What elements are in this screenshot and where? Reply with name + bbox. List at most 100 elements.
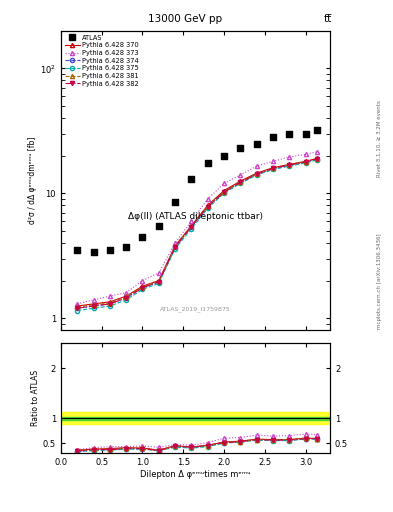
Pythia 6.428 370: [140, 283, 145, 289]
Text: tt̅: tt̅: [324, 14, 332, 24]
Pythia 6.428 375: [140, 286, 145, 292]
Pythia 6.428 374: [206, 204, 210, 210]
Pythia 6.428 381: [315, 156, 320, 162]
Pythia 6.428 374: [303, 159, 308, 165]
Point: [90, 248, 97, 256]
Pythia 6.428 373: [206, 196, 210, 202]
Pythia 6.428 370: [124, 293, 129, 299]
Pythia 6.428 382: [156, 279, 161, 285]
Pythia 6.428 373: [124, 290, 129, 296]
Pythia 6.428 374: [75, 305, 80, 311]
Point: [172, 198, 178, 206]
Pythia 6.428 370: [75, 303, 80, 309]
Point: [237, 144, 244, 152]
Pythia 6.428 381: [287, 162, 292, 168]
Pythia 6.428 374: [287, 162, 292, 168]
Pythia 6.428 373: [287, 154, 292, 160]
Pythia 6.428 370: [222, 187, 226, 194]
Pythia 6.428 382: [173, 244, 178, 250]
Pythia 6.428 374: [124, 295, 129, 301]
Pythia 6.428 370: [315, 155, 320, 161]
Text: 13000 GeV pp: 13000 GeV pp: [148, 14, 222, 24]
Pythia 6.428 370: [254, 170, 259, 176]
Point: [286, 130, 292, 138]
Pythia 6.428 373: [108, 293, 112, 299]
Pythia 6.428 375: [303, 160, 308, 166]
Pythia 6.428 381: [238, 179, 243, 185]
Pythia 6.428 381: [206, 203, 210, 209]
Pythia 6.428 370: [91, 301, 96, 307]
Pythia 6.428 375: [254, 172, 259, 178]
Pythia 6.428 382: [189, 224, 194, 230]
Pythia 6.428 373: [303, 151, 308, 157]
Pythia 6.428 381: [222, 188, 226, 195]
Pythia 6.428 373: [254, 163, 259, 169]
Line: Pythia 6.428 375: Pythia 6.428 375: [75, 158, 319, 313]
Point: [253, 139, 260, 147]
Pythia 6.428 381: [91, 302, 96, 308]
Pythia 6.428 374: [189, 224, 194, 230]
Pythia 6.428 374: [222, 189, 226, 195]
Pythia 6.428 382: [315, 156, 320, 162]
Point: [205, 159, 211, 167]
Pythia 6.428 374: [108, 301, 112, 307]
Pythia 6.428 370: [287, 161, 292, 167]
Point: [123, 243, 129, 251]
Point: [140, 232, 146, 241]
Pythia 6.428 370: [173, 243, 178, 249]
Pythia 6.428 370: [108, 299, 112, 305]
Pythia 6.428 373: [271, 158, 275, 164]
Pythia 6.428 375: [91, 305, 96, 311]
Pythia 6.428 375: [173, 246, 178, 252]
Bar: [61, 417, 330, 420]
Pythia 6.428 374: [315, 156, 320, 162]
Pythia 6.428 370: [303, 158, 308, 164]
Pythia 6.428 374: [173, 244, 178, 250]
Pythia 6.428 382: [75, 305, 80, 311]
Pythia 6.428 375: [124, 297, 129, 303]
Pythia 6.428 374: [254, 171, 259, 177]
Pythia 6.428 382: [140, 285, 145, 291]
Bar: [61, 412, 330, 424]
Point: [303, 130, 309, 138]
Pythia 6.428 374: [156, 279, 161, 285]
Pythia 6.428 375: [315, 157, 320, 163]
Line: Pythia 6.428 382: Pythia 6.428 382: [75, 157, 319, 310]
Pythia 6.428 375: [238, 180, 243, 186]
Pythia 6.428 375: [189, 226, 194, 232]
Pythia 6.428 382: [91, 303, 96, 309]
Pythia 6.428 373: [75, 301, 80, 307]
Pythia 6.428 373: [140, 278, 145, 284]
Pythia 6.428 370: [156, 278, 161, 284]
Pythia 6.428 382: [206, 204, 210, 210]
Pythia 6.428 382: [303, 159, 308, 165]
Pythia 6.428 370: [189, 223, 194, 229]
Pythia 6.428 373: [173, 240, 178, 246]
Pythia 6.428 373: [238, 172, 243, 178]
Pythia 6.428 382: [287, 162, 292, 168]
Pythia 6.428 374: [91, 303, 96, 309]
Point: [107, 246, 113, 254]
Line: Pythia 6.428 374: Pythia 6.428 374: [75, 157, 319, 310]
Pythia 6.428 381: [271, 165, 275, 171]
Pythia 6.428 370: [238, 178, 243, 184]
Pythia 6.428 373: [156, 270, 161, 276]
Pythia 6.428 373: [189, 218, 194, 224]
Point: [221, 152, 227, 160]
Pythia 6.428 381: [173, 243, 178, 249]
Pythia 6.428 375: [222, 190, 226, 196]
Pythia 6.428 381: [108, 300, 112, 306]
Pythia 6.428 373: [315, 148, 320, 155]
Pythia 6.428 381: [140, 284, 145, 290]
Pythia 6.428 382: [254, 171, 259, 177]
Pythia 6.428 382: [238, 179, 243, 185]
Text: ATLAS_2019_I1759875: ATLAS_2019_I1759875: [160, 307, 231, 312]
Pythia 6.428 382: [108, 301, 112, 307]
Pythia 6.428 375: [287, 163, 292, 169]
Line: Pythia 6.428 370: Pythia 6.428 370: [75, 156, 319, 308]
Line: Pythia 6.428 373: Pythia 6.428 373: [75, 150, 319, 306]
Pythia 6.428 382: [124, 295, 129, 301]
Point: [156, 222, 162, 230]
X-axis label: Dilepton Δ φᵉᵐᵘtimes mᵉᵐᵘ: Dilepton Δ φᵉᵐᵘtimes mᵉᵐᵘ: [140, 470, 251, 479]
Pythia 6.428 374: [140, 285, 145, 291]
